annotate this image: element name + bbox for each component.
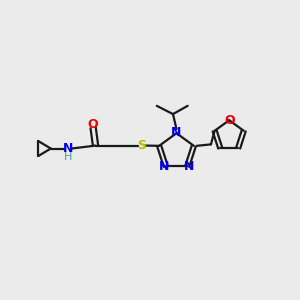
Text: S: S — [137, 139, 146, 152]
Text: O: O — [88, 118, 98, 131]
Text: O: O — [224, 114, 235, 127]
Text: N: N — [159, 160, 169, 173]
Text: N: N — [184, 160, 194, 173]
Text: N: N — [63, 142, 73, 155]
Text: H: H — [64, 152, 72, 162]
Text: N: N — [171, 126, 182, 139]
